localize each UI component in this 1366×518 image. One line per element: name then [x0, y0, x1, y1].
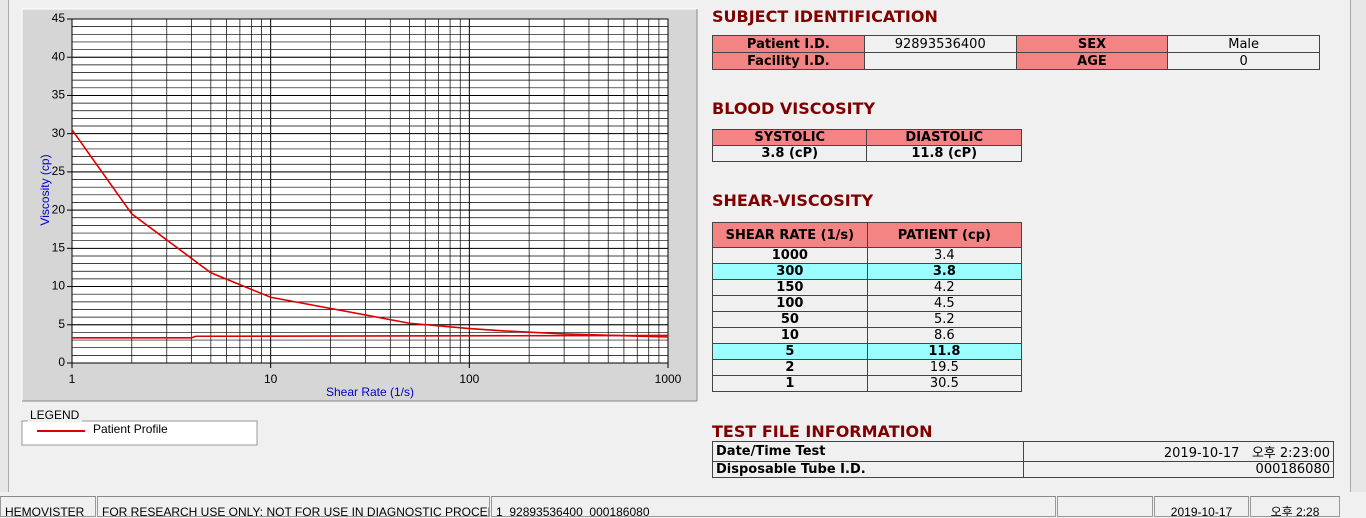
- table-cell: 100: [712, 295, 868, 312]
- table-cell: 3.8: [866, 263, 1023, 280]
- table-cell: DIASTOLIC: [866, 129, 1022, 146]
- y-tick-label: 40: [52, 49, 66, 63]
- table-row: 1 30.5: [712, 375, 1023, 392]
- x-tick-label: 10: [264, 372, 278, 386]
- table-cell: 1000: [712, 247, 868, 264]
- series-line: [71, 129, 669, 338]
- table-row: Date/Time Test 2019-10-17 오후 2:23:00: [712, 441, 1334, 462]
- table-cell: 300: [712, 263, 868, 280]
- table-cell: 3.8 (cP): [711, 145, 868, 162]
- table-row: SHEAR RATE (1/s) PATIENT (cp): [712, 222, 1023, 248]
- status-bar: HEMOVISTER FOR RESEARCH USE ONLY: NOT FOR…: [0, 496, 1366, 518]
- chart: Shear Rate (1/s) Viscosity (cp) LEGEND 0…: [21, 8, 698, 446]
- table-cell: Patient I.D.: [712, 35, 865, 53]
- y-tick-label: 45: [52, 11, 66, 25]
- table-cell: 50: [712, 311, 868, 328]
- table-row: 2 19.5: [712, 359, 1023, 376]
- table-cell: 1: [712, 375, 868, 392]
- legend-label: Patient Profile: [93, 422, 168, 436]
- y-tick-label: 30: [52, 126, 66, 140]
- table-row: 100 4.5: [712, 295, 1023, 312]
- left-edge: [0, 0, 9, 492]
- table-cell: 8.6: [866, 327, 1023, 344]
- table-cell: 11.8 (cP): [866, 145, 1022, 162]
- table-cell: 92893536400: [863, 35, 1017, 53]
- y-tick-label: 5: [58, 317, 65, 331]
- blood-table: SYSTOLIC DIASTOLIC 3.8 (cP) 11.8 (cP): [711, 129, 1022, 162]
- table-cell: Date/Time Test: [712, 441, 1024, 462]
- shear-table: SHEAR RATE (1/s) PATIENT (cp) 1000 3.4 300 3.…: [712, 222, 1023, 392]
- table-row: 150 4.2: [712, 279, 1023, 296]
- table-cell: 2: [712, 359, 868, 376]
- table-row: 10 8.6: [712, 327, 1023, 344]
- table-cell: 10: [712, 327, 868, 344]
- table-cell: [863, 52, 1017, 70]
- status-cell: [1057, 496, 1153, 517]
- table-cell: SYSTOLIC: [711, 129, 868, 146]
- subject-table: Patient I.D. 92893536400 SEX Male Facility I…: [712, 35, 1320, 70]
- section-title: SUBJECT IDENTIFICATION: [712, 7, 938, 26]
- table-cell: 30.5: [866, 375, 1023, 392]
- table-row: SYSTOLIC DIASTOLIC: [711, 129, 1022, 146]
- table-cell: AGE: [1015, 52, 1169, 70]
- table-cell: 0: [1167, 52, 1320, 70]
- table-cell: Male: [1167, 35, 1320, 53]
- table-cell: 4.5: [866, 295, 1023, 312]
- table-cell: 11.8: [866, 343, 1023, 360]
- table-cell: SHEAR RATE (1/s): [712, 222, 868, 248]
- table-cell: Facility I.D.: [712, 52, 865, 70]
- legend-title-bg: [28, 410, 82, 422]
- series-line: [72, 334, 669, 339]
- table-cell: 000186080: [1022, 461, 1334, 478]
- table-row: 50 5.2: [712, 311, 1023, 328]
- table-cell: 3.4: [866, 247, 1023, 264]
- x-tick-label: 100: [459, 372, 479, 386]
- table-row: Patient I.D. 92893536400 SEX Male: [712, 35, 1320, 53]
- table-row: 300 3.8: [712, 263, 1023, 280]
- table-cell: SEX: [1015, 35, 1169, 53]
- table-cell: Disposable Tube I.D.: [712, 461, 1024, 478]
- legend-box: [21, 420, 258, 446]
- right-edge: [1350, 0, 1366, 492]
- status-cell: 1 92893536400 000186080: [491, 496, 1056, 517]
- table-row: 1000 3.4: [712, 247, 1023, 264]
- x-axis-label: Shear Rate (1/s): [326, 385, 414, 399]
- plot-area: [72, 19, 668, 363]
- status-cell: FOR RESEARCH USE ONLY: NOT FOR USE IN DI…: [97, 496, 490, 517]
- table-cell: 19.5: [866, 359, 1023, 376]
- table-row: Disposable Tube I.D. 000186080: [712, 461, 1334, 478]
- table-row: Facility I.D. AGE 0: [712, 52, 1320, 70]
- test-file-table: Date/Time Test 2019-10-17 오후 2:23:00 Dispo…: [712, 441, 1334, 478]
- y-axis-label: Viscosity (cp): [38, 154, 52, 225]
- table-cell: 4.2: [866, 279, 1023, 296]
- table-cell: PATIENT (cp): [866, 222, 1023, 248]
- y-tick-label: 35: [52, 88, 66, 102]
- table-cell: 5: [712, 343, 868, 360]
- table-row: 3.8 (cP) 11.8 (cP): [711, 145, 1022, 162]
- x-tick-label: 1000: [655, 372, 682, 386]
- section-title: TEST FILE INFORMATION: [712, 422, 933, 441]
- table-cell: 2019-10-17 오후 2:23:00: [1022, 441, 1334, 462]
- plot-frame: [71, 18, 669, 364]
- x-tick-label: 1: [69, 372, 76, 386]
- y-tick-label: 20: [52, 202, 66, 216]
- status-cell: 2019-10-17: [1154, 496, 1249, 517]
- y-tick-label: 15: [52, 241, 66, 255]
- legend-title: LEGEND: [30, 408, 80, 422]
- table-cell: 5.2: [866, 311, 1023, 328]
- section-title: BLOOD VISCOSITY: [712, 99, 876, 118]
- y-tick-label: 0: [58, 355, 65, 369]
- y-tick-label: 10: [52, 279, 66, 293]
- status-cell: HEMOVISTER: [0, 496, 96, 517]
- y-tick-label: 25: [52, 164, 66, 178]
- table-row: 5 11.8: [712, 343, 1023, 360]
- table-cell: 150: [712, 279, 868, 296]
- section-title: SHEAR-VISCOSITY: [712, 191, 874, 210]
- status-cell: 오후 2:28: [1250, 496, 1340, 517]
